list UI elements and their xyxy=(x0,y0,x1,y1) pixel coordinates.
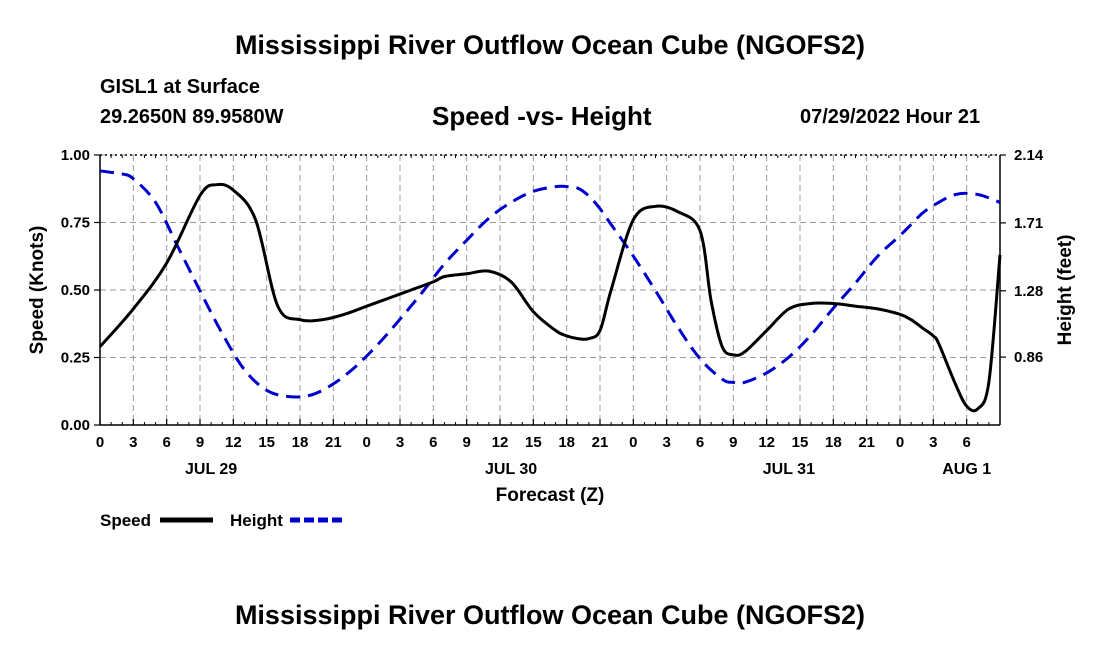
forecast-timestamp: 07/29/2022 Hour 21 xyxy=(800,106,981,128)
x-tick-label: 12 xyxy=(492,434,509,451)
legend-height-label: Height xyxy=(230,511,283,530)
x-tick-label: 21 xyxy=(858,434,875,451)
x-tick-label: 3 xyxy=(929,434,937,451)
legend: Speed Height xyxy=(100,511,343,530)
y-tick-label: 0.00 xyxy=(61,417,90,434)
x-tick-label: 0 xyxy=(629,434,637,451)
x-tick-label: 9 xyxy=(462,434,470,451)
x-tick-label: 0 xyxy=(96,434,104,451)
y2-tick-label: 0.86 xyxy=(1014,349,1043,366)
speed-series-line xyxy=(98,182,1002,413)
x-tick-label: 18 xyxy=(558,434,575,451)
x-tick-label: 18 xyxy=(292,434,309,451)
x-tick-label: 6 xyxy=(962,434,970,451)
x-tick-label: 3 xyxy=(129,434,137,451)
x-tick-label: 15 xyxy=(258,434,275,451)
x-tick-label: 6 xyxy=(429,434,437,451)
y-tick-label: 1.00 xyxy=(61,147,90,164)
footer-title: Mississippi River Outflow Ocean Cube (NG… xyxy=(234,600,866,630)
chart-subtitle: Speed -vs- Height xyxy=(432,101,652,131)
x-axis-title: Forecast (Z) xyxy=(496,485,605,506)
y2-tick-label: 2.14 xyxy=(1014,147,1044,164)
y2-axis-title: Height (feet) xyxy=(1055,235,1076,346)
date-label: JUL 30 xyxy=(485,461,537,478)
x-tick-label: 6 xyxy=(162,434,170,451)
x-tick-label: 3 xyxy=(662,434,670,451)
date-label: JUL 29 xyxy=(185,461,237,478)
axis-ticks: 0 3 6 9 12 15 18 21 0 3 6 9 12 15 18 21 0 3 6 9 12 15 18 21 0 3 6 0… xyxy=(61,147,1044,451)
date-label: AUG 1 xyxy=(942,461,991,478)
x-tick-label: 15 xyxy=(792,434,809,451)
x-tick-label: 15 xyxy=(525,434,542,451)
date-label: JUL 31 xyxy=(763,461,815,478)
x-tick-label: 21 xyxy=(325,434,342,451)
station-coordinates: 29.2650N 89.9580W xyxy=(100,106,284,128)
station-label: GISL1 at Surface xyxy=(100,76,261,98)
y-axis-title: Speed (Knots) xyxy=(27,226,48,355)
x-tick-label: 12 xyxy=(225,434,242,451)
x-tick-label: 0 xyxy=(896,434,904,451)
x-tick-label: 21 xyxy=(592,434,609,451)
x-tick-label: 9 xyxy=(729,434,737,451)
x-tick-label: 0 xyxy=(362,434,370,451)
x-tick-label: 3 xyxy=(396,434,404,451)
x-tick-label: 18 xyxy=(825,434,842,451)
x-tick-label: 9 xyxy=(196,434,204,451)
main-title: Mississippi River Outflow Ocean Cube (NG… xyxy=(234,30,866,60)
y2-tick-label: 1.28 xyxy=(1014,283,1043,300)
legend-speed-label: Speed xyxy=(100,511,151,530)
y-tick-label: 0.25 xyxy=(61,350,90,367)
grid-lines xyxy=(99,154,1000,426)
y2-tick-label: 1.71 xyxy=(1014,215,1043,232)
axes: Forecast (Z) Speed (Knots) Height (feet) JU… xyxy=(27,154,1076,506)
height-series-line xyxy=(99,169,1001,399)
x-tick-label: 12 xyxy=(758,434,775,451)
x-tick-label: 6 xyxy=(696,434,704,451)
y-tick-label: 0.75 xyxy=(61,215,90,232)
y-tick-label: 0.50 xyxy=(61,282,90,299)
data-series xyxy=(98,169,1002,413)
